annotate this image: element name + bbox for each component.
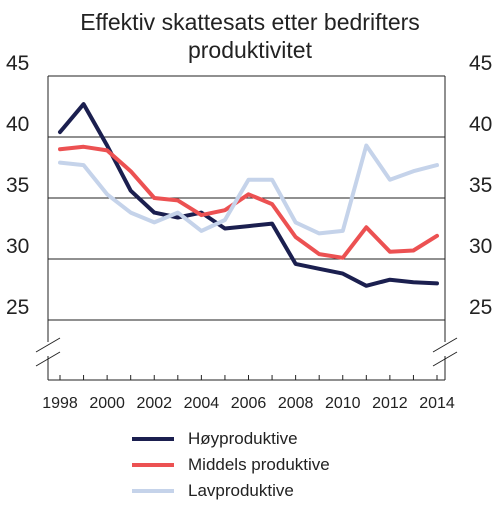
legend-label-series-1: Høyproduktive (188, 429, 298, 448)
legend-swatch-series-3 (132, 489, 174, 493)
legend-item-series-3: Lavproduktive (132, 478, 330, 504)
axis-break-right-2 (432, 351, 458, 367)
chart-title-line-1: Effektiv skattesats etter bedrifters (80, 9, 420, 35)
x-tick-label: 1998 (42, 395, 78, 412)
y-tick-label-left: 45 (6, 52, 29, 75)
x-tick-label: 2014 (419, 395, 455, 412)
y-tick-label-left: 40 (6, 113, 29, 136)
x-tick-label: 2006 (231, 395, 267, 412)
y-tick-label-right: 35 (469, 174, 492, 197)
y-tick-labels-right: 25 30 35 40 45 (469, 52, 492, 319)
legend-label-series-2: Middels produktive (188, 455, 330, 474)
axis-break-left-2 (35, 351, 61, 367)
x-tick-label: 2012 (372, 395, 408, 412)
legend-swatch-series-1 (132, 437, 174, 441)
y-tick-label-left: 35 (6, 174, 29, 197)
axis-break-right-1 (432, 337, 458, 353)
series-line-3 (58, 143, 439, 236)
y-tick-label-right: 30 (469, 235, 492, 258)
series-line-1 (58, 102, 439, 288)
y-tick-label-right: 25 (469, 296, 492, 319)
x-tick-label: 2004 (184, 395, 220, 412)
axis-break-left-1 (35, 337, 61, 353)
series-lines (58, 102, 439, 288)
y-tick-label-right: 45 (469, 52, 492, 75)
legend-swatch-series-2 (132, 463, 174, 467)
legend-label-series-3: Lavproduktive (188, 481, 294, 500)
y-tick-label-left: 30 (6, 235, 29, 258)
x-tick-label: 2010 (325, 395, 361, 412)
y-tick-label-left: 25 (6, 296, 29, 319)
chart-title-line-2: produktivitet (187, 37, 312, 63)
y-tick-label-right: 40 (469, 113, 492, 136)
legend-item-series-1: Høyproduktive (132, 426, 330, 452)
x-tick-label: 2008 (278, 395, 314, 412)
axes (35, 76, 458, 381)
x-tick-labels: 1998 2000 2002 2004 2006 2008 2010 2012 2014 (42, 395, 455, 412)
x-tick-label: 2000 (89, 395, 125, 412)
legend: Høyproduktive Middels produktive Lavprod… (132, 426, 330, 504)
y-tick-labels-left: 25 30 35 40 45 (6, 52, 29, 319)
legend-item-series-2: Middels produktive (132, 452, 330, 478)
x-tick-label: 2002 (136, 395, 172, 412)
series-line-2 (58, 144, 439, 260)
